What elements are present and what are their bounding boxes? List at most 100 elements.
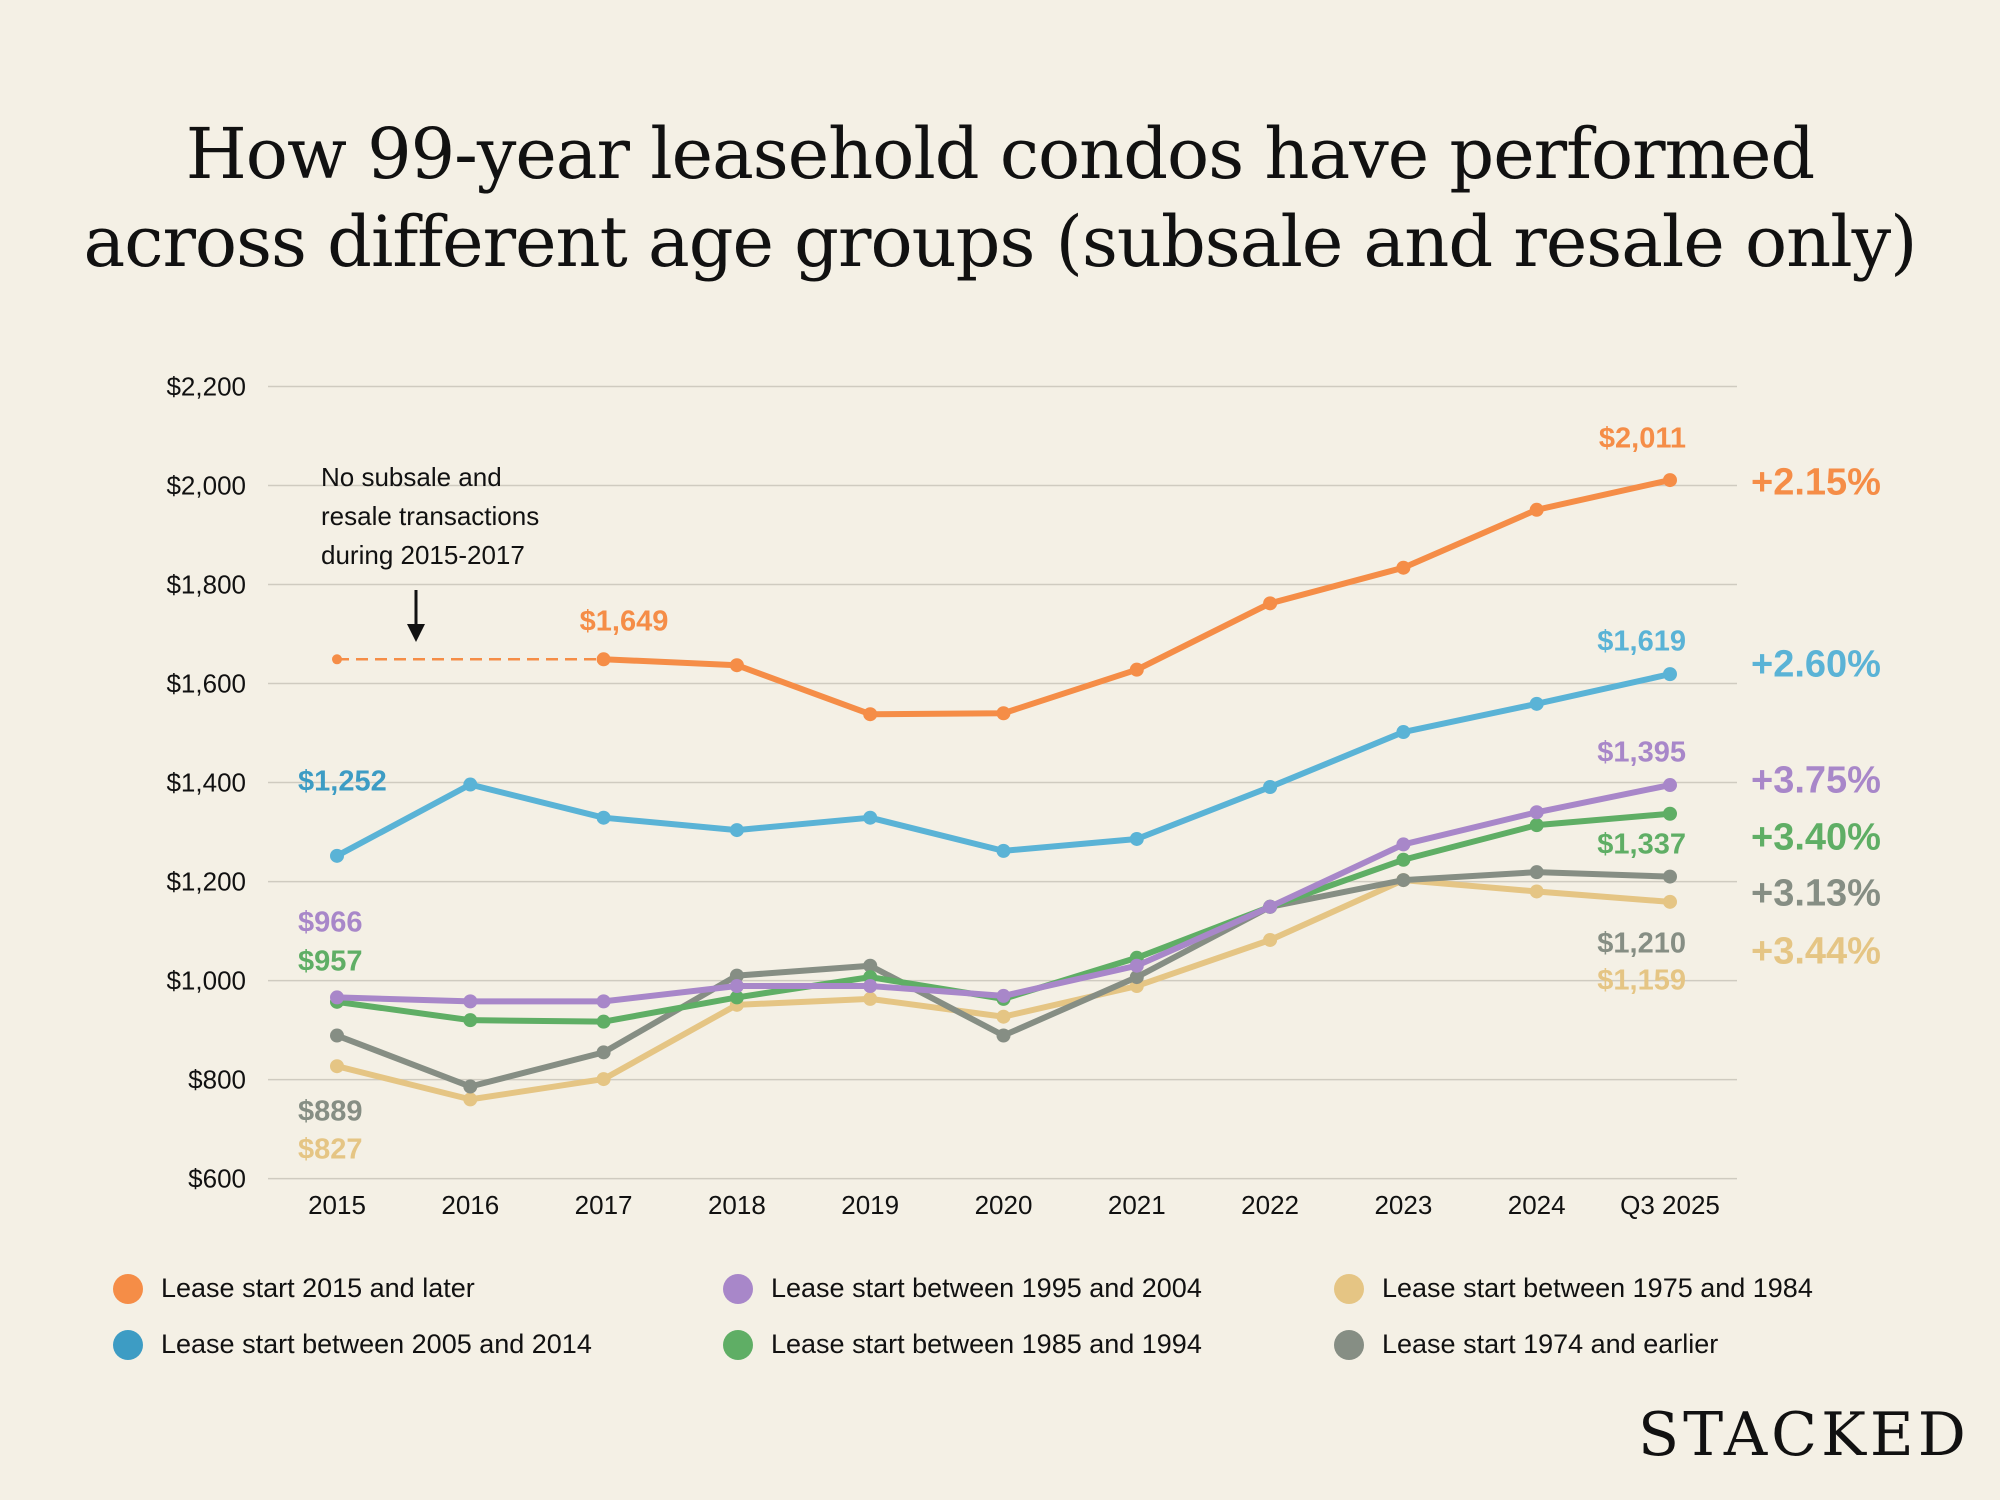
y-tick-label: $600: [188, 1163, 246, 1194]
legend-label: Lease start 1974 and earlier: [1382, 1329, 1719, 1359]
data-label-blue-end: $1,619: [1597, 625, 1686, 658]
data-point: [330, 848, 344, 863]
x-tick-label: 2016: [441, 1190, 500, 1220]
data-point: [1529, 696, 1544, 711]
data-label-grey-start: $889: [298, 1095, 363, 1128]
data-point: [1663, 806, 1677, 821]
data-point: [863, 707, 878, 722]
data-point: [996, 988, 1011, 1003]
legend-dot-icon: [723, 1329, 753, 1360]
data-point: [996, 843, 1011, 858]
data-point: [1663, 667, 1677, 682]
legend-item: Lease start between 1985 and 1994: [723, 1329, 1202, 1360]
data-label-green-end: $1,337: [1597, 828, 1686, 861]
annotation-no-transactions: No subsale and resale transactions durin…: [321, 458, 539, 575]
data-point: [1263, 780, 1278, 795]
data-point: [1396, 837, 1411, 852]
change-label-orange: +2.15%: [1751, 461, 1881, 504]
data-point: [1129, 662, 1144, 677]
arrow-head-icon: [407, 624, 425, 642]
data-point: [330, 1028, 344, 1043]
data-point: [1529, 502, 1544, 517]
data-point: [1263, 596, 1278, 611]
x-tick-label: 2019: [841, 1190, 900, 1220]
series-line: [600, 477, 1673, 718]
data-point: [1529, 818, 1544, 833]
data-point: [1663, 894, 1677, 909]
x-tick-label: 2015: [308, 1190, 366, 1220]
legend-dot-icon: [723, 1273, 753, 1304]
x-tick-label: Q3 2025: [1620, 1190, 1720, 1220]
data-point: [330, 1059, 344, 1074]
data-point: [596, 810, 611, 825]
data-point: [1129, 958, 1144, 973]
x-tick-label: 2022: [1241, 1190, 1300, 1220]
data-label-beige-end: $1,159: [1597, 964, 1686, 997]
series-line: [334, 782, 1673, 1005]
legend-item: Lease start between 2005 and 2014: [113, 1329, 592, 1360]
y-tick-label: $1,600: [166, 668, 246, 699]
legend-item: Lease start 1974 and earlier: [1334, 1329, 1718, 1360]
data-point: [1129, 831, 1144, 846]
data-point: [1263, 932, 1278, 947]
data-point: [332, 654, 342, 665]
legend-label: Lease start 2015 and later: [161, 1273, 475, 1303]
data-point: [330, 990, 344, 1005]
annotation-line: during 2015-2017: [321, 540, 525, 570]
data-label-orange-end: $2,011: [1598, 422, 1686, 455]
data-point: [1396, 852, 1411, 867]
data-label-purple-start: $966: [298, 906, 363, 939]
legend-dot-icon: [1334, 1329, 1364, 1360]
data-point: [596, 652, 611, 667]
legend-dot-icon: [113, 1329, 143, 1360]
y-tick-label: $2,000: [166, 470, 246, 500]
data-label-purple-end: $1,395: [1597, 736, 1686, 769]
data-point: [463, 777, 478, 792]
chart-title: How 99-year leasehold condos have perfor…: [0, 110, 2000, 286]
data-point: [1663, 869, 1677, 884]
x-tick-label: 2017: [574, 1190, 633, 1220]
data-point: [729, 979, 744, 994]
annotation-line: resale transactions: [321, 501, 540, 531]
data-label-grey-end: $1,210: [1597, 927, 1686, 960]
data-point: [996, 1028, 1011, 1043]
data-point: [463, 994, 478, 1009]
data-point: [1396, 560, 1411, 575]
data-point: [596, 994, 611, 1009]
chart-title-line-2: across different age groups (subsale and…: [83, 201, 1918, 283]
data-point: [596, 1014, 611, 1029]
data-label-beige-start: $827: [298, 1133, 363, 1166]
data-point: [1529, 884, 1544, 899]
annotation-line: No subsale and: [321, 462, 502, 492]
y-tick-label: $800: [188, 1064, 246, 1095]
data-point: [1396, 725, 1411, 740]
y-tick-label: $1,400: [166, 767, 246, 798]
data-point: [863, 810, 878, 825]
y-tick-label: $1,000: [166, 965, 246, 996]
data-point: [1529, 865, 1544, 880]
data-point: [863, 958, 878, 973]
legend-label: Lease start between 1975 and 1984: [1382, 1273, 1813, 1303]
data-point: [1663, 473, 1677, 488]
data-point: [1129, 970, 1144, 985]
legend-item: Lease start between 1995 and 2004: [723, 1273, 1202, 1304]
data-label-green-start: $957: [298, 945, 363, 978]
data-label-blue-start: $1,252: [298, 765, 387, 798]
change-label-purple: +3.75%: [1751, 759, 1881, 802]
data-point: [1663, 778, 1677, 793]
data-label-orange-start: $1,649: [579, 605, 669, 638]
change-label-beige: +3.44%: [1751, 930, 1881, 973]
legend-item: Lease start between 1975 and 1984: [1334, 1273, 1813, 1304]
data-point: [996, 706, 1011, 721]
legend-label: Lease start between 2005 and 2014: [161, 1329, 592, 1359]
x-tick-label: 2018: [707, 1190, 766, 1220]
data-point: [729, 658, 744, 673]
chart-title-line-1: How 99-year leasehold condos have perfor…: [185, 113, 1816, 195]
change-label-grey: +3.13%: [1751, 872, 1881, 915]
legend-dot-icon: [1334, 1273, 1364, 1304]
legend-label: Lease start between 1995 and 2004: [771, 1273, 1202, 1303]
data-point: [729, 968, 744, 983]
legend-dot-icon: [113, 1273, 143, 1304]
data-point: [463, 1013, 478, 1028]
